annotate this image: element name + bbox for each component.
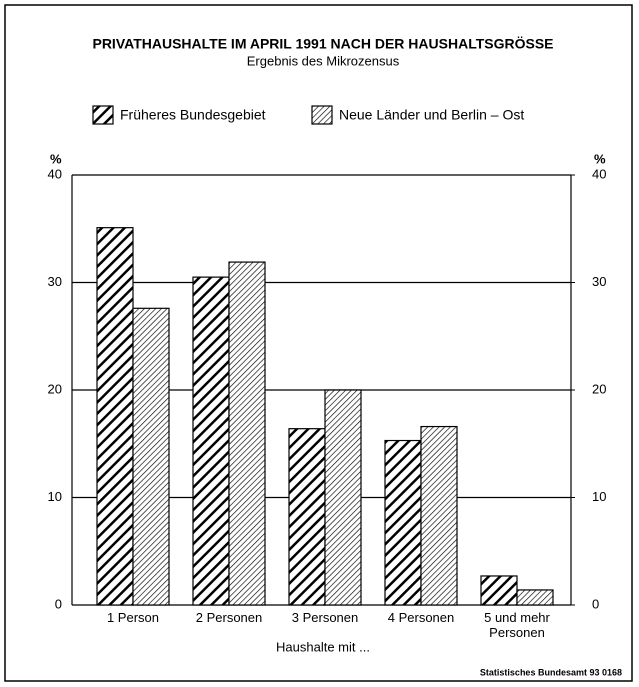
y-tick-label: 40 xyxy=(48,166,62,181)
bar xyxy=(132,307,170,606)
y-axis-label: % xyxy=(50,151,62,166)
legend-label: Früheres Bundesgebiet xyxy=(120,107,266,123)
legend-swatch xyxy=(311,105,333,125)
bar xyxy=(96,227,134,606)
bar xyxy=(288,428,326,606)
x-tick-label: 1 Person xyxy=(106,610,160,625)
y2-tick-label: 10 xyxy=(592,489,606,504)
y-tick-label: 30 xyxy=(48,274,62,289)
legend-swatch xyxy=(92,105,114,125)
x-tick-label: 4 Personen xyxy=(387,610,455,625)
chart-title: PRIVATHAUSHALTE IM APRIL 1991 NACH DER H… xyxy=(92,36,553,52)
x-tick-label: 2 Personen xyxy=(195,610,263,625)
bar xyxy=(516,589,554,606)
x-tick-label: 3 Personen xyxy=(291,610,359,625)
y-tick-label: 10 xyxy=(48,489,62,504)
bar xyxy=(324,389,362,606)
y-tick-label: 0 xyxy=(55,596,62,611)
legend-label: Neue Länder und Berlin – Ost xyxy=(339,107,524,123)
chart-subtitle: Ergebnis des Mikrozensus xyxy=(247,53,400,68)
y-tick-label: 20 xyxy=(48,381,62,396)
y2-tick-label: 30 xyxy=(592,274,606,289)
x-axis-label: Haushalte mit ... xyxy=(276,639,370,654)
bar xyxy=(192,276,230,606)
source: Statistisches Bundesamt 93 0168 xyxy=(480,667,622,677)
bar xyxy=(228,261,266,606)
y2-tick-label: 40 xyxy=(592,166,606,181)
bar xyxy=(480,575,518,606)
x-tick-label: 5 und mehr Personen xyxy=(484,610,550,640)
y2-tick-label: 20 xyxy=(592,381,606,396)
bar xyxy=(384,439,422,606)
bar xyxy=(420,425,458,606)
y2-tick-label: 0 xyxy=(592,596,599,611)
y2-axis-label: % xyxy=(594,151,606,166)
frame xyxy=(4,4,633,682)
